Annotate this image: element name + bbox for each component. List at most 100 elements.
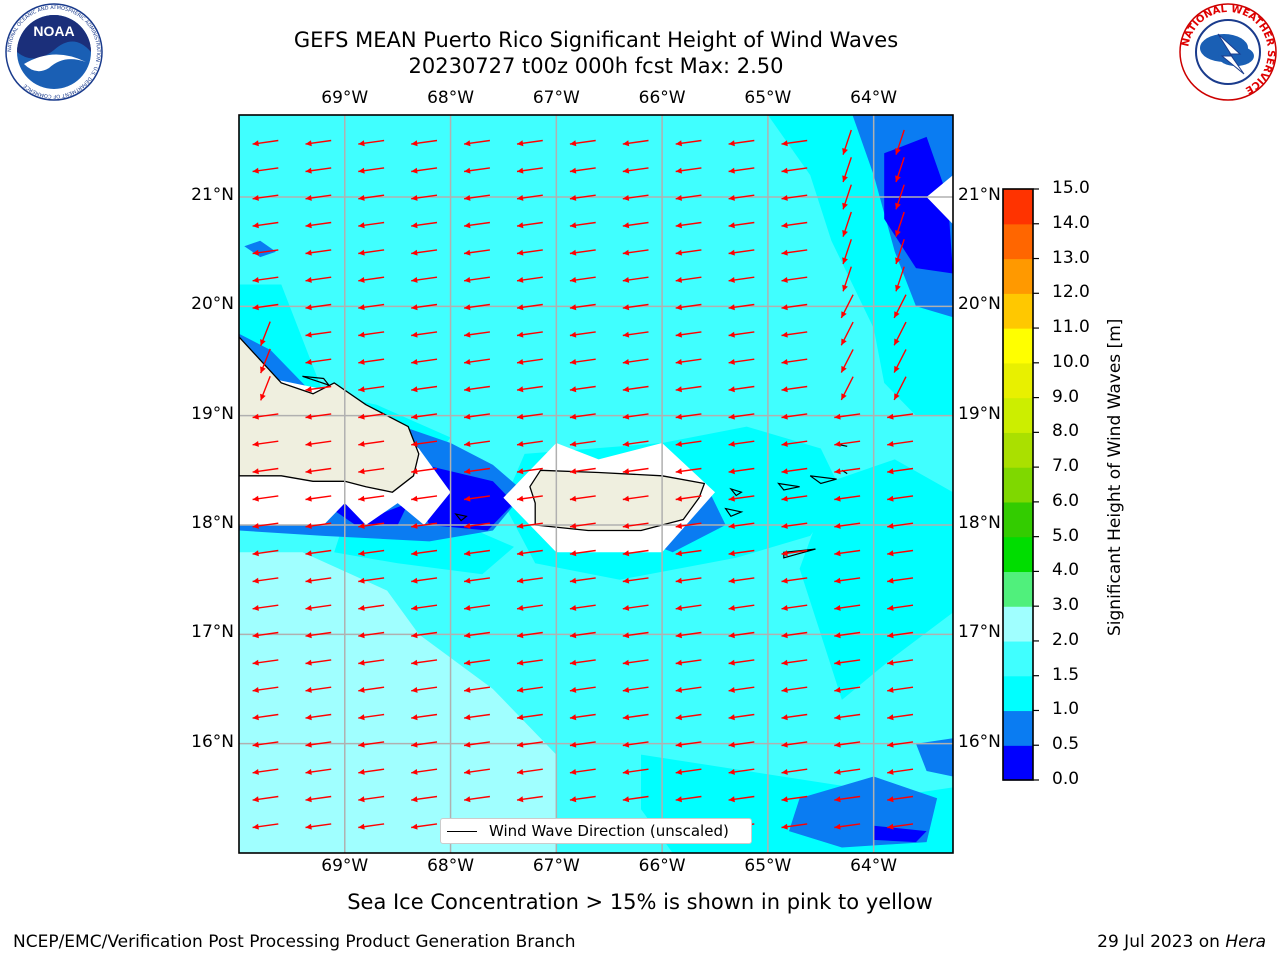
wave-arrow-head xyxy=(358,577,365,584)
wave-arrow-head xyxy=(781,714,788,721)
wave-arrow-head xyxy=(622,359,630,365)
colorbar-tick-label: 6.0 xyxy=(1052,490,1080,511)
wave-arrow-head xyxy=(894,338,900,346)
wave-arrow-head xyxy=(834,468,841,475)
lon-tick-label-bottom: 65°W xyxy=(744,856,792,876)
wave-arrow-head xyxy=(517,796,524,803)
wave-arrow-head xyxy=(305,140,312,147)
wind-wave-arrows xyxy=(252,129,914,830)
wave-arrow-head xyxy=(305,659,312,666)
colorbar-swatch xyxy=(1003,293,1033,329)
wave-arrow-head xyxy=(781,796,788,803)
land-mona xyxy=(454,513,468,522)
colorbar-tick-label: 1.5 xyxy=(1052,664,1080,685)
wave-arrow-head xyxy=(569,222,577,229)
wave-arrow-head xyxy=(252,741,259,748)
wave-arrow-head xyxy=(894,393,900,400)
wave-arrow-head xyxy=(252,523,259,529)
field-1_0-1_5-e xyxy=(799,459,953,700)
colorbar-swatch xyxy=(1003,258,1033,294)
wave-arrow-head xyxy=(305,277,312,283)
wave-arrow-head xyxy=(252,195,259,201)
colorbar-swatch xyxy=(1003,189,1033,225)
lat-tick-label-left: 17°N xyxy=(191,622,234,643)
wave-arrow-head xyxy=(464,359,471,365)
wave-arrow-head xyxy=(781,632,788,639)
wave-arrow-head xyxy=(781,222,788,229)
wave-arrow-head xyxy=(675,304,682,311)
wave-arrow-head xyxy=(517,632,524,639)
wave-arrow-head xyxy=(252,167,259,174)
wave-arrow-head xyxy=(781,413,788,420)
wave-arrow-head xyxy=(411,413,418,420)
wave-arrow-head xyxy=(305,741,312,748)
wave-arrow-head xyxy=(569,769,577,775)
mask-anguilla xyxy=(926,175,953,225)
land-puerto-rico xyxy=(529,469,706,532)
field-2_0-3_0 xyxy=(239,552,557,853)
wave-arrow-head xyxy=(411,222,418,229)
colorbar-tick-label: 4.0 xyxy=(1052,560,1080,581)
wave-arrow-head xyxy=(517,550,524,557)
wave-arrow-head xyxy=(411,277,418,283)
wave-arrow-head xyxy=(834,495,841,502)
wave-arrow-head xyxy=(411,632,418,639)
wave-arrow-head xyxy=(728,331,735,338)
wave-arrow-head xyxy=(675,140,682,147)
wave-arrow-head xyxy=(358,140,365,147)
wave-arrow-head xyxy=(728,167,735,174)
lon-tick-label-bottom: 69°W xyxy=(321,856,369,876)
lat-tick-label-left: 19°N xyxy=(191,403,234,424)
wave-arrow-head xyxy=(622,140,630,147)
wave-arrow-head xyxy=(517,222,524,229)
wave-arrow-head xyxy=(252,659,259,666)
footer-left: NCEP/EMC/Verification Post Processing Pr… xyxy=(13,932,576,952)
wave-arrow-head xyxy=(517,769,524,775)
wave-arrow-head xyxy=(728,222,735,229)
wave-arrow-head xyxy=(569,523,577,529)
wave-arrow-head xyxy=(517,687,524,693)
lon-tick-label-bottom: 68°W xyxy=(427,856,475,876)
wave-arrow-head xyxy=(834,550,841,557)
wave-arrow-head xyxy=(781,468,788,475)
wave-arrow-head xyxy=(464,304,471,311)
wave-arrow-head xyxy=(252,823,259,830)
wave-arrow-head xyxy=(569,359,577,365)
colorbar-swatch xyxy=(1003,710,1033,746)
wave-arrow-head xyxy=(517,495,524,502)
wave-arrow-head xyxy=(675,413,682,420)
field-0_5-1_0-se2 xyxy=(916,738,953,777)
wave-arrow-head xyxy=(728,577,735,584)
wave-arrow-head xyxy=(781,167,788,174)
lon-tick-label-top: 66°W xyxy=(638,88,686,108)
wave-arrow-head xyxy=(260,339,266,346)
wave-arrow-head xyxy=(622,714,630,721)
grid-lines xyxy=(239,115,953,853)
wave-arrow-head xyxy=(834,769,841,775)
wave-arrow-head xyxy=(517,304,524,311)
wave-arrow-head xyxy=(517,659,524,666)
lat-tick-label-right: 20°N xyxy=(958,294,1001,315)
colorbar-tick-label: 10.0 xyxy=(1052,351,1090,372)
wave-arrow-head xyxy=(517,468,524,475)
wave-arrow-head xyxy=(622,468,630,475)
wave-arrow-head xyxy=(305,523,312,529)
wave-arrow-head xyxy=(675,441,682,447)
wave-arrow-head xyxy=(675,550,682,557)
wave-arrow-head xyxy=(517,359,524,365)
wave-arrow-head xyxy=(569,195,577,201)
wave-arrow-head xyxy=(464,714,471,721)
wave-arrow-head xyxy=(622,386,630,393)
wave-arrow-head xyxy=(411,605,418,611)
wave-arrow-head xyxy=(675,632,682,639)
wave-arrow-head xyxy=(411,769,418,775)
wave-arrow-head xyxy=(622,769,630,775)
wave-arrow-head xyxy=(517,441,524,447)
wave-arrow-head xyxy=(252,441,259,447)
wave-arrow-head xyxy=(675,577,682,584)
wave-arrow-head xyxy=(252,687,259,693)
wave-arrow-head xyxy=(358,714,365,721)
wave-arrow-head xyxy=(622,741,630,748)
wave-arrow-head xyxy=(781,249,788,256)
lon-tick-label-bottom: 66°W xyxy=(638,856,686,876)
